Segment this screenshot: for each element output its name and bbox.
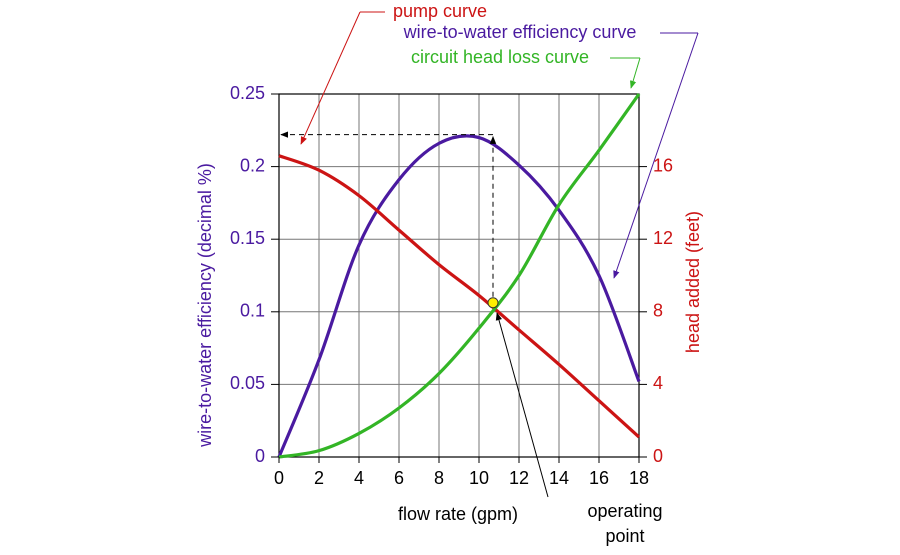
y2-tick-label: 0: [653, 446, 663, 466]
y-tick-label: 0.15: [230, 228, 265, 248]
series-label: circuit head loss curve: [411, 47, 589, 67]
x-tick-label: 14: [549, 468, 569, 488]
plot-frame: [278, 93, 640, 458]
y-tick-label: 0.05: [230, 373, 265, 393]
efficiency-label-arrow: [613, 32, 699, 279]
x-axis-label: flow rate (gpm): [398, 504, 518, 524]
y2-tick-label: 12: [653, 228, 673, 248]
headloss-label-arrow: [630, 57, 641, 89]
y-tick-label: 0.1: [240, 301, 265, 321]
series-label: pump curve: [393, 1, 487, 21]
y2-tick-label: 8: [653, 301, 663, 321]
x-tick-label: 12: [509, 468, 529, 488]
series-line: [278, 154, 641, 439]
series-line: [278, 93, 641, 459]
x-tick-label: 4: [354, 468, 364, 488]
x-tick-label: 18: [629, 468, 649, 488]
x-tick-label: 16: [589, 468, 609, 488]
x-tick-label: 8: [434, 468, 444, 488]
x-tick-label: 6: [394, 468, 404, 488]
operating-point-label: operating: [587, 501, 662, 521]
operating-point-label: point: [605, 526, 644, 546]
operating-point: [487, 297, 499, 309]
y-axis-label: wire-to-water efficiency (decimal %): [195, 163, 215, 448]
y2-tick-label: 16: [653, 155, 673, 175]
curves: [277, 93, 641, 459]
y2-axis-label: head added (feet): [683, 211, 703, 353]
y2-tick-label: 4: [653, 373, 663, 393]
operating-point-arrow: [495, 312, 549, 498]
x-tick-label: 0: [274, 468, 284, 488]
series-line: [277, 134, 641, 458]
pump-label-arrow: [300, 11, 361, 145]
grid: [278, 93, 640, 458]
y-tick-label: 0.25: [230, 83, 265, 103]
x-tick-label: 10: [469, 468, 489, 488]
y-tick-label: 0.2: [240, 155, 265, 175]
x-tick-label: 2: [314, 468, 324, 488]
series-label: wire-to-water efficiency curve: [403, 22, 637, 42]
y-tick-label: 0: [255, 446, 265, 466]
